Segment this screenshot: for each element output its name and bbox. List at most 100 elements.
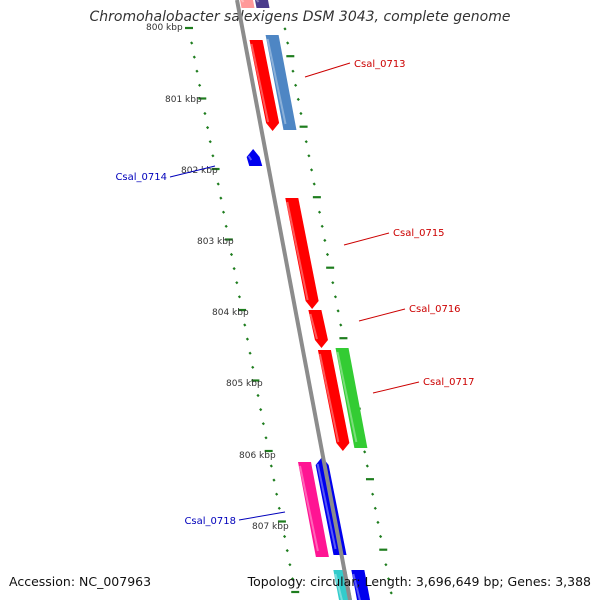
gene-bar-0713b-highlight bbox=[266, 38, 287, 125]
tick-mark bbox=[286, 41, 290, 45]
gene-bar-0716 bbox=[308, 310, 328, 348]
tick-mark bbox=[275, 492, 279, 496]
tick-mark bbox=[294, 83, 298, 87]
gene-bar-0713b-shape bbox=[265, 35, 297, 130]
scale-label: 806 kbp bbox=[239, 451, 276, 461]
genome-stats-text: Topology: circular; Length: 3,696,649 bp… bbox=[247, 574, 591, 589]
gene-label-text[interactable]: Csal_0718 bbox=[184, 516, 236, 527]
gene-label-text[interactable]: Csal_0713 bbox=[354, 59, 406, 70]
tick-mark bbox=[336, 309, 340, 313]
gene-bar-0717a-shape bbox=[317, 350, 350, 451]
gene-bar-0717a-highlight bbox=[318, 353, 340, 443]
scale-label: 804 kbp bbox=[212, 308, 249, 318]
gene-bar-0715-shape bbox=[285, 198, 319, 309]
gene-label-text[interactable]: Csal_0716 bbox=[409, 304, 461, 315]
tick-mark bbox=[195, 69, 199, 73]
gene-labels[interactable]: Csal_0713 Csal_0714 Csal_0715 Csal_0716 Csal… bbox=[115, 59, 474, 527]
tick-mark bbox=[283, 534, 287, 539]
tick-mark bbox=[309, 168, 314, 172]
gene-label-csal-0713[interactable]: Csal_0713 bbox=[304, 59, 406, 78]
tick-mark bbox=[323, 238, 327, 243]
gene-bar-0718a-highlight bbox=[299, 465, 319, 552]
genome-title: Chromohalobacter salexigens DSM 3043, co… bbox=[89, 9, 511, 25]
gene-bar-0717b-highlight bbox=[336, 351, 358, 443]
tick-mark bbox=[373, 506, 377, 510]
gene-bar-0715 bbox=[285, 198, 319, 309]
gene-bar-0717b-shape bbox=[335, 348, 368, 448]
gene-bar-0713b bbox=[265, 35, 297, 130]
gene-bar-0713-highlight bbox=[250, 43, 270, 123]
scale-label: 800 kbp bbox=[146, 23, 183, 33]
gene-label-csal-0716[interactable]: Csal_0716 bbox=[358, 304, 461, 322]
leader-line bbox=[358, 308, 406, 322]
leader-line bbox=[238, 511, 286, 521]
leader-line bbox=[304, 62, 351, 78]
tick-mark bbox=[285, 548, 289, 553]
tick-mark bbox=[317, 210, 322, 214]
gene-bar-0716-shape bbox=[308, 310, 328, 348]
tick-mark bbox=[261, 422, 265, 426]
tick-mark bbox=[192, 55, 196, 59]
gene-label-text[interactable]: Csal_0717 bbox=[423, 377, 475, 388]
gene-bar-0718b-highlight bbox=[316, 463, 337, 550]
tick-mark bbox=[269, 464, 273, 468]
tick-mark bbox=[235, 281, 239, 285]
gene-bar-0714-shape bbox=[246, 149, 263, 166]
gene-label-csal-0717[interactable]: Csal_0717 bbox=[372, 377, 475, 394]
tick-mark bbox=[371, 492, 375, 496]
tick-mark bbox=[312, 182, 316, 186]
gene-bar-top-red-shape bbox=[240, 0, 255, 8]
gene-bar-0714 bbox=[246, 149, 263, 166]
gene-bar-0718a bbox=[298, 462, 329, 557]
tick-mark bbox=[232, 266, 236, 271]
gene-bar-top-purple bbox=[254, 0, 270, 8]
tick-mark bbox=[224, 224, 228, 228]
gene-bar-0717a bbox=[317, 350, 350, 451]
gene-bar-0717b bbox=[335, 348, 368, 448]
tick-mark bbox=[331, 281, 335, 285]
tick-mark bbox=[376, 520, 380, 525]
tick-mark bbox=[365, 464, 369, 468]
gene-bar-0714-highlight bbox=[247, 155, 253, 161]
tick-mark bbox=[256, 393, 260, 398]
tick-mark bbox=[384, 563, 388, 567]
tick-mark bbox=[221, 210, 226, 214]
tick-mark bbox=[363, 450, 367, 454]
tick-mark bbox=[219, 196, 223, 200]
gene-bar-bottom-blue-highlight bbox=[352, 573, 361, 600]
tick-mark bbox=[277, 506, 281, 510]
gene-label-text[interactable]: Csal_0715 bbox=[393, 228, 445, 239]
tick-mark bbox=[325, 252, 330, 257]
tick-mark bbox=[205, 125, 210, 130]
tick-mark bbox=[203, 111, 207, 116]
scale-label: 807 kbp bbox=[252, 522, 289, 532]
gene-label-csal-0714[interactable]: Csal_0714 bbox=[115, 165, 216, 183]
tick-mark bbox=[291, 69, 295, 73]
tick-mark bbox=[333, 295, 338, 299]
tick-mark bbox=[290, 577, 295, 581]
gene-label-csal-0715[interactable]: Csal_0715 bbox=[343, 228, 445, 246]
tick-mark bbox=[299, 111, 303, 116]
tick-mark bbox=[208, 140, 212, 144]
gene-bar-0713-shape bbox=[249, 40, 280, 131]
tick-mark bbox=[190, 41, 194, 45]
leader-line bbox=[169, 165, 216, 178]
gene-label-csal-0718[interactable]: Csal_0718 bbox=[184, 511, 286, 527]
tick-mark bbox=[272, 478, 276, 482]
tick-mark bbox=[389, 591, 393, 595]
gene-features bbox=[240, 0, 370, 600]
tick-mark bbox=[251, 365, 255, 369]
gene-bar-bottom-cyan-highlight bbox=[334, 573, 343, 600]
tick-mark bbox=[229, 252, 234, 257]
scale-label: 802 kbp bbox=[181, 166, 218, 176]
tick-mark bbox=[245, 337, 250, 341]
tick-mark bbox=[198, 83, 202, 87]
tick-mark bbox=[243, 323, 247, 327]
accession-text: Accession: NC_007963 bbox=[9, 574, 152, 589]
leader-line bbox=[343, 232, 390, 246]
gene-bar-top-red-highlight bbox=[240, 0, 245, 3]
tick-mark bbox=[379, 534, 383, 539]
gene-label-text[interactable]: Csal_0714 bbox=[115, 172, 167, 183]
tick-mark bbox=[216, 182, 220, 186]
